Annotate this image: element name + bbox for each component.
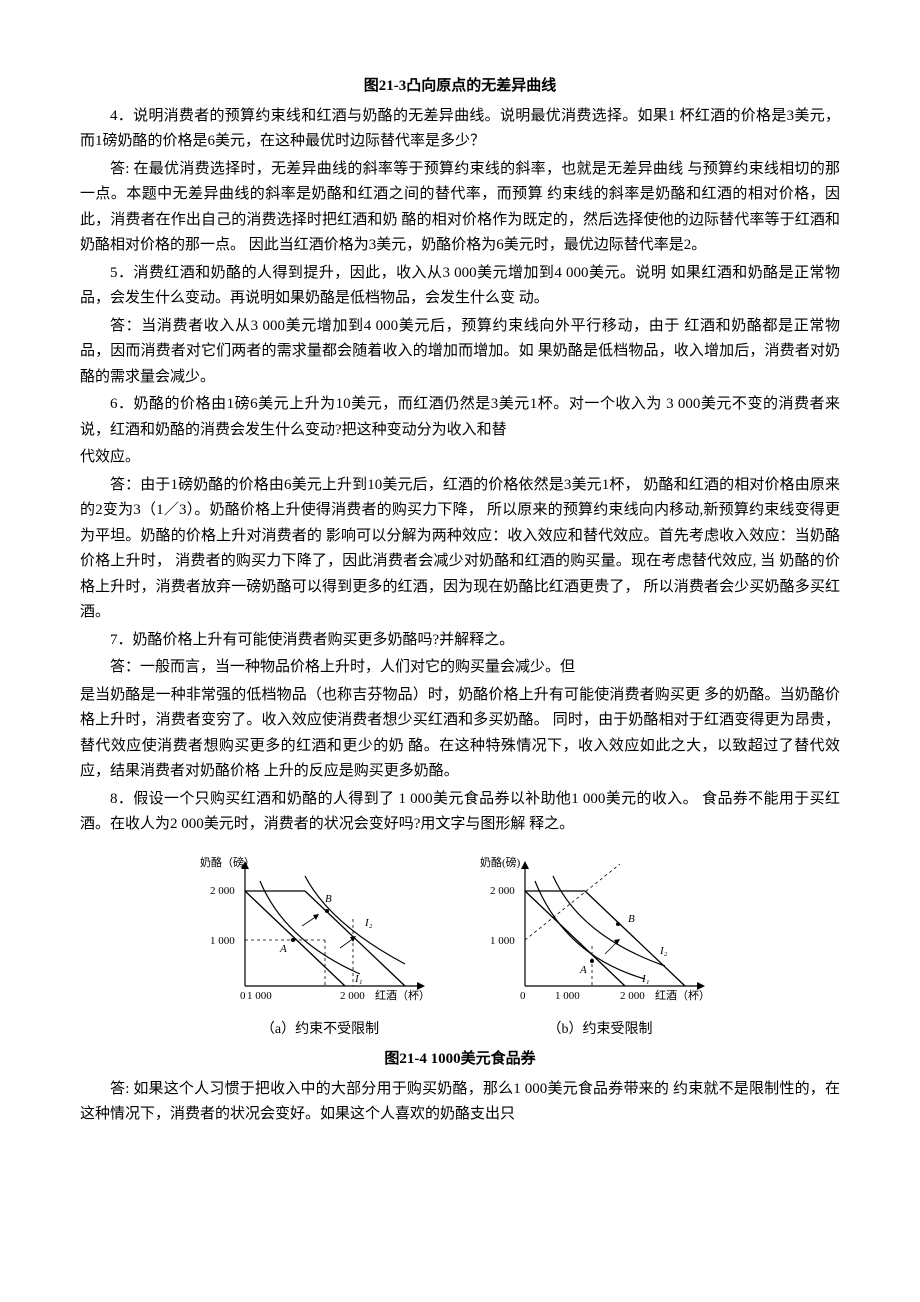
chart-b-I1: I₁ [641, 973, 650, 985]
chart-b-xtick-1000: 1 000 [555, 990, 580, 1002]
chart-b-ytick-2000: 2 000 [490, 885, 515, 897]
figure-21-4-row: 2 000 1 000 奶酪（磅） 0 1 000 2 000 红酒（杯） A [80, 846, 840, 1042]
figure-title-21-4: 图21-4 1000美元食品券 [80, 1047, 840, 1073]
chart-a-point-B: B [325, 893, 332, 905]
chart-b-point-A: A [579, 964, 587, 976]
chart-a-ylabel: 奶酪（磅） [200, 855, 255, 869]
question-6: 6．奶酪的价格由1磅6美元上升为10美元，而红酒仍然是3美元1杯。对一个收入为 … [80, 392, 840, 443]
chart-b-xlabel: 红酒（杯） [655, 988, 710, 1002]
chart-a-caption: （a）约束不受限制 [261, 1018, 379, 1042]
chart-a-ytick-2000: 2 000 [210, 885, 235, 897]
answer-5: 答：当消费者收入从3 000美元增加到4 000美元后，预算约束线向外平行移动，… [80, 314, 840, 391]
chart-b-point-B: B [628, 913, 635, 925]
chart-a-I1: I₁ [354, 973, 363, 985]
chart-a-xtick-2000: 2 000 [340, 990, 365, 1002]
chart-b-I2: I₂ [659, 945, 668, 957]
chart-b-svg: 2 000 1 000 奶酪(磅) 0 1 000 2 000 红酒（杯） A [470, 846, 730, 1016]
answer-7a: 答：一般而言，当一种物品价格上升时，人们对它的购买量会减少。但 [80, 655, 840, 681]
question-6b: 代效应。 [80, 445, 840, 471]
figure-a: 2 000 1 000 奶酪（磅） 0 1 000 2 000 红酒（杯） A [190, 846, 450, 1042]
chart-a-xtick-0: 0 [240, 990, 246, 1002]
answer-8: 答: 如果这个人习惯于把收入中的大部分用于购买奶酪，那么1 000美元食品券带来… [80, 1077, 840, 1128]
answer-4: 答: 在最优消费选择时，无差异曲线的斜率等于预算约束线的斜率，也就是无差异曲线 … [80, 157, 840, 259]
chart-b-xtick-0: 0 [520, 990, 526, 1002]
question-8: 8．假设一个只购买红酒和奶酪的人得到了 1 000美元食品券以补助他1 000美… [80, 787, 840, 838]
chart-b-xtick-2000: 2 000 [620, 990, 645, 1002]
chart-b-ylabel: 奶酪(磅) [480, 855, 521, 869]
chart-a-svg: 2 000 1 000 奶酪（磅） 0 1 000 2 000 红酒（杯） A [190, 846, 450, 1016]
chart-b-caption: （b）约束受限制 [548, 1018, 653, 1042]
chart-a-xlabel: 红酒（杯） [375, 988, 430, 1002]
question-7: 7．奶酪价格上升有可能使消费者购买更多奶酪吗?并解释之。 [80, 628, 840, 654]
chart-a-point-A: A [279, 943, 287, 955]
answer-6: 答：由于1磅奶酪的价格由6美元上升到10美元后，红酒的价格依然是3美元1杯， 奶… [80, 473, 840, 626]
figure-title-21-3: 图21-3凸向原点的无差异曲线 [80, 74, 840, 100]
chart-a-ytick-1000: 1 000 [210, 935, 235, 947]
answer-7b: 是当奶酪是一种非常强的低档物品（也称吉芬物品）时，奶酪价格上升有可能使消费者购买… [80, 683, 840, 785]
chart-b-ytick-1000: 1 000 [490, 935, 515, 947]
chart-a-I2: I₂ [364, 917, 373, 929]
chart-a-xtick-1000: 1 000 [247, 990, 272, 1002]
question-4: 4．说明消费者的预算约束线和红酒与奶酪的无差异曲线。说明最优消费选择。如果1 杯… [80, 104, 840, 155]
question-5: 5．消费红酒和奶酪的人得到提升，因此，收入从3 000美元增加到4 000美元。… [80, 261, 840, 312]
figure-b: 2 000 1 000 奶酪(磅) 0 1 000 2 000 红酒（杯） A [470, 846, 730, 1042]
